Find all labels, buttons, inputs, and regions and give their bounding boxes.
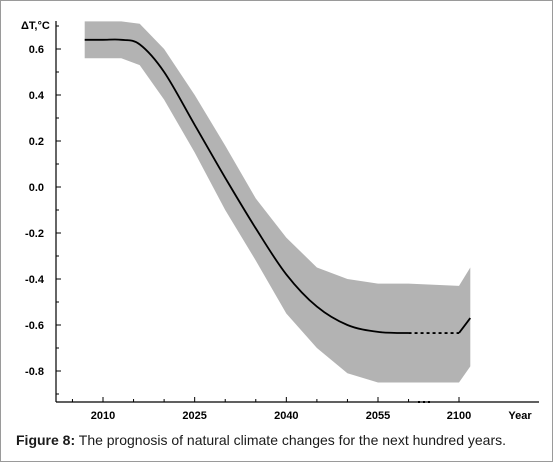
y-tick-label: 0.4 — [29, 90, 45, 102]
chart: 0.6 0.4 0.2 0.0 -0.2 -0.4 -0.6 -0.8 ΔT,°C 2010 202… — [21, 20, 539, 422]
axis-break-dot — [428, 401, 430, 403]
x-tick-label: 2040 — [274, 410, 298, 422]
x-tick-label: 2010 — [91, 410, 115, 422]
y-axis-label: ΔT,°C — [21, 20, 50, 32]
x-tick-label: 2025 — [182, 410, 206, 422]
y-tick-label: 0.2 — [29, 136, 44, 148]
y-tick-label: 0.0 — [29, 182, 44, 194]
y-tick-label: -0.2 — [25, 228, 44, 240]
x-axis-label: Year — [508, 410, 532, 422]
x-tick-label: 2100 — [447, 410, 471, 422]
caption-text: The prognosis of natural climate changes… — [75, 432, 507, 448]
mean-line-tail — [458, 317, 472, 334]
figure-caption: Figure 8: The prognosis of natural clima… — [16, 432, 506, 448]
uncertainty-band — [84, 21, 471, 383]
x-tick-label: 2055 — [366, 410, 390, 422]
y-tick-label: -0.4 — [25, 274, 45, 286]
mean-line — [84, 38, 409, 334]
figure-number: Figure 8: — [16, 432, 76, 448]
y-tick-label: 0.6 — [29, 44, 44, 56]
y-tick-label: -0.8 — [25, 366, 44, 378]
y-tick-label: -0.6 — [25, 320, 44, 332]
axis-break-dot — [418, 401, 420, 403]
axis-break-dot — [423, 401, 425, 403]
